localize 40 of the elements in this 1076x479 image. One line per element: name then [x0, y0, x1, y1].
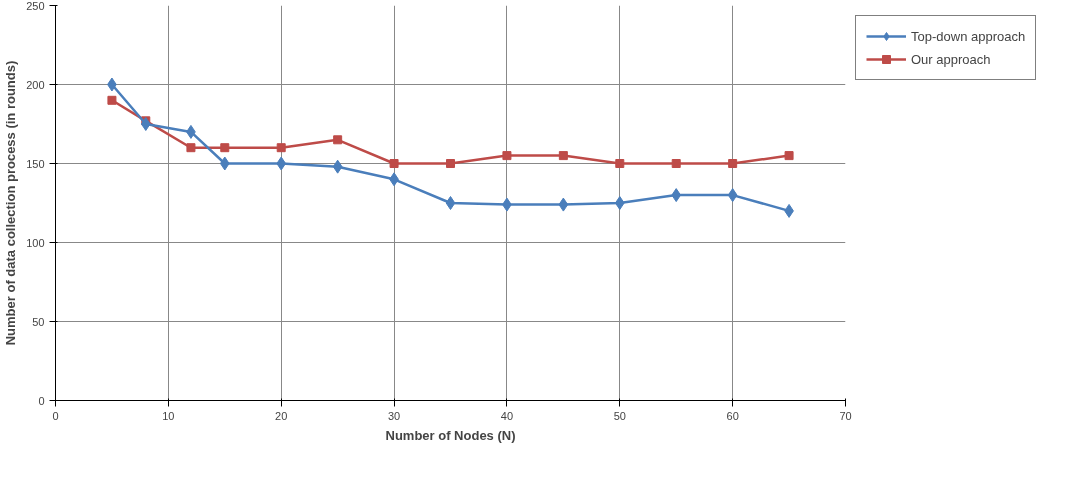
- point: [728, 159, 738, 168]
- y-tick-label: 150: [26, 157, 45, 170]
- point: [671, 159, 681, 168]
- point: [558, 151, 568, 161]
- y-tick-label: 100: [26, 236, 45, 249]
- point: [332, 159, 343, 174]
- legend-label: Our approach: [911, 51, 991, 67]
- x-tick-label: 0: [52, 409, 59, 422]
- point: [558, 197, 569, 212]
- x-tick-label: 10: [162, 409, 175, 422]
- y-axis-title: Number of data collection process (in rounds): [3, 60, 19, 346]
- point: [219, 156, 230, 171]
- x-tick-label: 60: [726, 409, 739, 422]
- point: [276, 143, 286, 153]
- x-axis-title: Number of Nodes (N): [385, 427, 516, 443]
- point: [107, 95, 117, 105]
- point: [614, 196, 625, 210]
- point: [445, 196, 456, 210]
- point: [276, 156, 287, 171]
- x-tick-label: 30: [387, 409, 401, 422]
- y-tick-label: 0: [38, 394, 45, 407]
- point: [140, 117, 151, 131]
- point: [784, 151, 794, 161]
- point: [389, 159, 399, 168]
- x-tick-label: 40: [500, 409, 514, 422]
- legend-label: Top-down approach: [911, 28, 1026, 44]
- point: [727, 188, 738, 203]
- x-tick-label: 50: [613, 409, 626, 422]
- x-tick-label: 20: [275, 409, 288, 422]
- point: [333, 135, 343, 145]
- y-tick-label: 50: [32, 315, 45, 328]
- y-tick-label: 250: [26, 0, 45, 12]
- point: [220, 143, 230, 153]
- y-tick-label: 200: [26, 78, 45, 91]
- x-tick-label: 70: [839, 409, 852, 422]
- point: [502, 151, 512, 161]
- point: [671, 188, 682, 203]
- point: [446, 159, 455, 168]
- point: [186, 143, 196, 153]
- point: [615, 159, 625, 168]
